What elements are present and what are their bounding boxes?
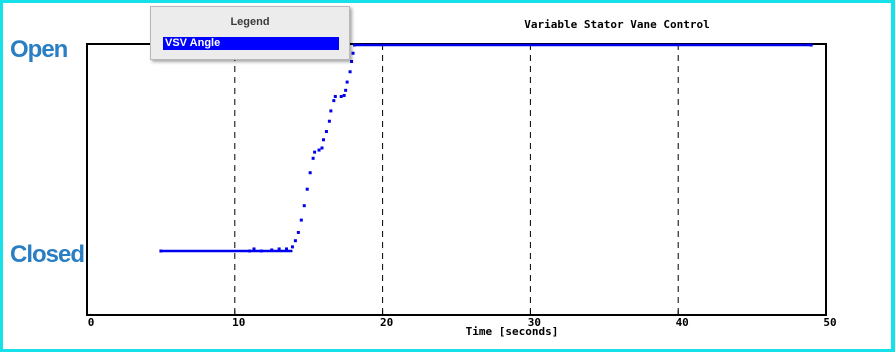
x-axis-label: Time [seconds] [466,325,559,338]
data-point [353,43,357,47]
data-point [270,248,274,252]
data-point [324,130,328,134]
x-tick-label-20: 20 [380,316,393,329]
data-point [311,156,315,160]
grid-layer [234,44,679,315]
y-label-closed: Closed [10,241,85,268]
data-point [305,187,309,191]
data-point [339,95,343,98]
data-point [348,70,352,74]
data-point [332,99,336,103]
x-tick-label-10: 10 [232,316,245,329]
data-point [285,247,289,251]
x-tick-label-40: 40 [676,316,689,329]
data-point [345,80,349,84]
data-point [320,146,324,150]
x-tick-label-30: 30 [528,316,541,329]
x-ticks: 0 10 20 30 40 50 [86,310,837,329]
data-point [344,88,348,92]
legend-item-vsv-angle[interactable]: VSV Angle [163,37,339,50]
x-tick-label-50: 50 [823,316,836,329]
y-label-open: Open [10,36,68,63]
data-point [342,93,346,97]
data-point [809,43,813,47]
data-point [293,239,297,243]
legend-box[interactable]: Legend VSV Angle [150,6,350,60]
data-point [308,171,312,175]
data-point [321,138,325,142]
data-point [248,249,252,253]
data-point [252,247,256,251]
legend-title: Legend [230,16,270,28]
data-point [299,218,303,222]
data-point [333,95,337,98]
data-point [159,249,163,253]
series-layer [159,43,813,253]
data-point [296,230,300,234]
data-point [351,51,355,55]
data-point [277,247,281,251]
data-point [302,204,306,208]
data-point [313,150,317,154]
x-tick-label-0: 0 [88,316,95,329]
data-point [259,249,263,253]
data-point [290,245,294,249]
plot-area [86,43,827,316]
chart-title: Variable Stator Vane Control [524,18,709,31]
data-point [329,109,333,113]
data-point [317,148,321,152]
data-point [350,59,354,63]
data-point [327,119,331,123]
